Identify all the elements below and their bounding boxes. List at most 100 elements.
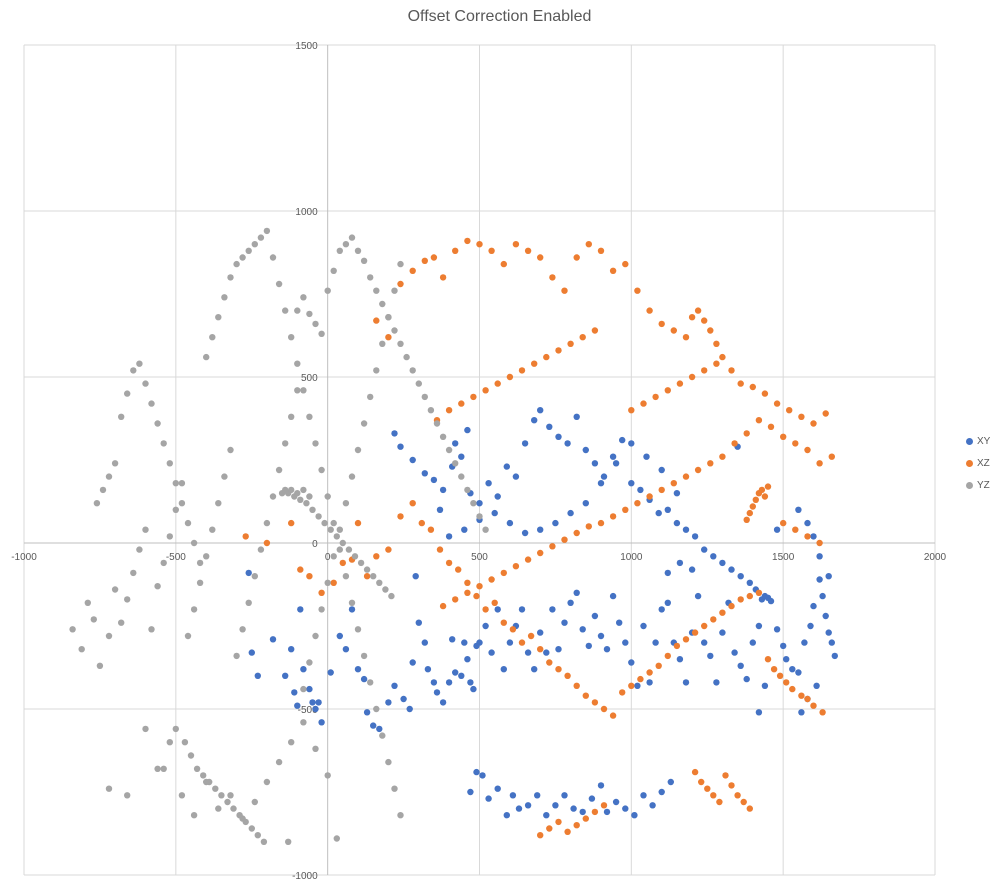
point-yz <box>433 420 441 427</box>
point-yz <box>221 294 228 301</box>
point-xz <box>609 712 617 719</box>
point-xy <box>327 669 334 676</box>
point-yz <box>363 566 371 573</box>
point-xy <box>676 656 684 663</box>
point-xz <box>792 526 799 533</box>
point-xy <box>491 509 498 517</box>
point-xz <box>591 808 599 816</box>
point-yz <box>215 500 222 507</box>
point-xy <box>612 460 620 467</box>
point-xy <box>588 795 596 802</box>
point-xy <box>591 460 599 467</box>
point-xy <box>336 632 343 640</box>
point-yz <box>373 287 380 294</box>
point-yz <box>312 632 319 640</box>
point-xy <box>810 533 817 540</box>
point-yz <box>239 626 246 633</box>
point-xz <box>318 589 325 596</box>
point-yz <box>458 473 465 480</box>
point-yz <box>379 340 386 347</box>
legend-label: XZ <box>977 457 990 469</box>
point-yz <box>333 533 340 540</box>
point-xy <box>537 526 544 533</box>
point-xz <box>524 247 532 254</box>
point-yz <box>190 539 198 547</box>
point-xz <box>600 802 608 809</box>
point-xz <box>597 519 605 527</box>
point-xy <box>691 533 699 540</box>
point-xy <box>467 788 474 796</box>
point-yz <box>99 486 107 494</box>
point-yz <box>282 440 289 447</box>
point-xz <box>761 493 769 500</box>
point-xy <box>561 619 568 626</box>
point-xz <box>524 556 532 563</box>
point-xz <box>564 828 571 835</box>
point-xy <box>646 679 653 686</box>
point-xz <box>688 314 696 321</box>
point-xy <box>500 666 507 673</box>
point-yz <box>178 480 186 487</box>
point-xz <box>749 383 756 391</box>
point-xz <box>710 792 717 799</box>
point-xz <box>397 280 404 288</box>
point-xy <box>433 689 441 696</box>
point-xz <box>670 480 677 487</box>
point-xy <box>755 622 763 630</box>
point-yz <box>354 247 362 254</box>
point-xz <box>597 247 605 254</box>
point-yz <box>172 480 179 487</box>
point-yz <box>348 234 356 241</box>
point-yz <box>160 559 167 567</box>
point-xy <box>461 639 468 646</box>
point-yz <box>354 446 362 454</box>
point-yz <box>348 599 356 606</box>
point-yz <box>288 413 295 420</box>
point-xy <box>494 493 501 500</box>
point-xy <box>609 592 617 600</box>
point-xz <box>549 543 556 550</box>
point-yz <box>275 758 283 766</box>
point-xz <box>555 347 562 354</box>
point-yz <box>360 257 368 264</box>
point-xy <box>743 675 750 683</box>
point-xz <box>652 393 659 401</box>
point-yz <box>105 632 113 640</box>
point-xy <box>828 639 835 646</box>
point-xz <box>676 380 684 387</box>
point-xy <box>354 666 362 673</box>
point-xy <box>537 629 544 636</box>
point-xy <box>524 802 532 809</box>
point-xy <box>582 446 589 454</box>
point-xy <box>312 705 319 713</box>
point-xy <box>728 566 735 573</box>
point-xz <box>564 672 571 679</box>
point-xz <box>773 400 781 407</box>
point-xy <box>467 679 474 686</box>
point-xy <box>773 626 781 633</box>
legend-item-yz: YZ <box>966 474 990 496</box>
point-xy <box>421 470 428 477</box>
point-xy <box>421 639 428 646</box>
point-yz <box>318 330 325 337</box>
point-xy <box>315 699 322 706</box>
point-yz <box>124 792 131 799</box>
point-xy <box>573 413 580 420</box>
point-yz <box>288 334 295 341</box>
point-xy <box>415 619 422 626</box>
point-xz <box>740 798 747 806</box>
point-xy <box>783 656 790 663</box>
point-yz <box>373 367 380 374</box>
gridlines <box>23 44 936 876</box>
point-xy <box>582 500 589 507</box>
point-yz <box>257 234 265 241</box>
point-xy <box>537 407 544 414</box>
point-xz <box>664 652 671 660</box>
point-xz <box>776 672 784 679</box>
point-yz <box>78 646 85 653</box>
point-xz <box>609 267 617 274</box>
point-xz <box>798 692 805 699</box>
axes <box>24 45 935 875</box>
point-yz <box>342 573 350 580</box>
point-xy <box>682 679 690 686</box>
